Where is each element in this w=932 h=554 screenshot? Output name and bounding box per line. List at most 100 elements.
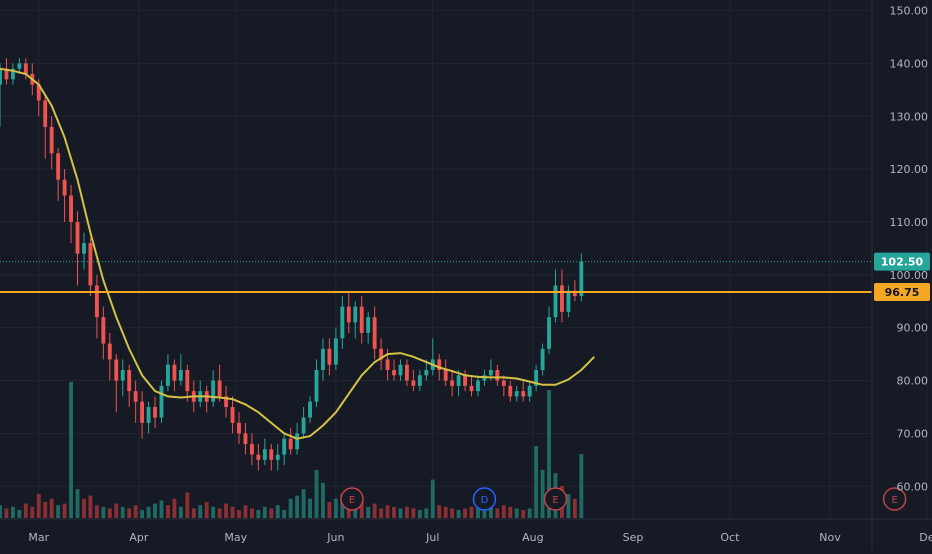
candle: [508, 380, 513, 402]
candle-body: [540, 348, 545, 370]
candle: [430, 338, 435, 376]
candle-body: [88, 243, 93, 286]
candle-body: [359, 306, 364, 333]
candle: [540, 343, 545, 376]
candle: [527, 380, 532, 402]
candle: [579, 253, 584, 302]
candle-body: [553, 285, 558, 318]
volume-bar: [346, 503, 351, 518]
x-tick-label: Jul: [425, 531, 439, 544]
candle: [346, 290, 351, 333]
x-tick-label: Nov: [819, 531, 841, 544]
volume-bar: [185, 492, 190, 518]
candle: [359, 296, 364, 344]
candle: [49, 116, 54, 170]
candle-body: [243, 433, 248, 444]
candle: [198, 380, 203, 407]
last-price-label: 102.50: [881, 256, 924, 269]
earnings-marker[interactable]: E: [543, 487, 568, 511]
volume-bar: [56, 505, 61, 518]
candle: [456, 370, 461, 397]
candle: [0, 63, 2, 127]
candle: [211, 370, 216, 407]
candle: [185, 364, 190, 402]
y-tick-label: 100.00: [890, 269, 929, 282]
candle: [69, 185, 73, 244]
candle-body: [476, 380, 480, 392]
candle-body: [62, 179, 67, 196]
candle: [114, 354, 119, 413]
candle: [4, 58, 9, 85]
dividend-marker[interactable]: D: [472, 487, 497, 511]
volume-bar: [107, 508, 112, 518]
candle-body: [211, 380, 216, 402]
candle-body: [114, 359, 119, 381]
volume-bar: [450, 508, 455, 518]
x-tick-label: Apr: [129, 531, 149, 544]
candle: [314, 359, 319, 407]
candle: [398, 359, 403, 381]
price-axis[interactable]: 150.00 140.00 130.00 120.00 110.00 100.00 90.0…: [871, 0, 930, 550]
volume-bar: [521, 510, 526, 518]
candle: [249, 433, 254, 466]
candle: [521, 380, 526, 402]
candle: [56, 148, 61, 201]
volume-bar: [62, 503, 67, 518]
volume-bar: [295, 495, 300, 518]
candle-body: [456, 375, 461, 386]
volume-bar: [23, 503, 28, 518]
candle-body: [249, 444, 254, 455]
volume-bar: [321, 482, 325, 518]
volume-bar: [36, 494, 41, 518]
candle: [237, 412, 241, 444]
volume-bar: [437, 505, 442, 518]
candle: [301, 407, 306, 439]
candle-body: [501, 380, 506, 386]
time-axis[interactable]: Mar Apr May Jun Jul Aug Sep Oct Nov De: [0, 518, 932, 544]
candle-body: [346, 306, 351, 323]
candle-body: [140, 401, 145, 423]
candle-body: [385, 359, 390, 370]
volume-bar: [275, 505, 280, 518]
candlesticks: [0, 58, 584, 471]
candle: [153, 396, 157, 429]
volume-bar: [133, 505, 138, 518]
earnings-marker[interactable]: E: [882, 487, 907, 511]
candle: [333, 327, 338, 370]
volume-bar: [534, 446, 539, 518]
candle-body: [547, 317, 551, 349]
volume-bar: [463, 508, 468, 518]
candle: [133, 380, 138, 423]
candle-body: [82, 243, 86, 254]
event-marker-circle: [472, 487, 497, 511]
candle-body: [417, 375, 422, 386]
candle-body: [469, 385, 474, 392]
candle-body: [75, 222, 80, 254]
candle: [23, 58, 28, 80]
volume-bar: [527, 508, 532, 518]
volume-bar: [127, 508, 132, 518]
earnings-marker[interactable]: E: [340, 487, 364, 511]
candle-body: [256, 454, 261, 460]
candle-body: [262, 449, 267, 460]
candle-body: [159, 385, 164, 418]
candle: [262, 438, 267, 466]
event-marker-circle: [882, 487, 907, 511]
candle-body: [133, 391, 138, 402]
volume-bar: [237, 510, 241, 518]
candle: [82, 232, 86, 270]
volume-bar: [269, 508, 274, 518]
price-levels: [0, 261, 872, 294]
support-badge: [874, 283, 930, 302]
volume-bar: [101, 506, 106, 518]
candle: [159, 380, 164, 423]
candle: [392, 359, 396, 381]
candle: [120, 359, 125, 397]
volume-bar: [308, 498, 312, 518]
candle-body: [450, 380, 455, 386]
y-tick-label: 110.00: [890, 216, 929, 229]
candle: [353, 301, 358, 339]
